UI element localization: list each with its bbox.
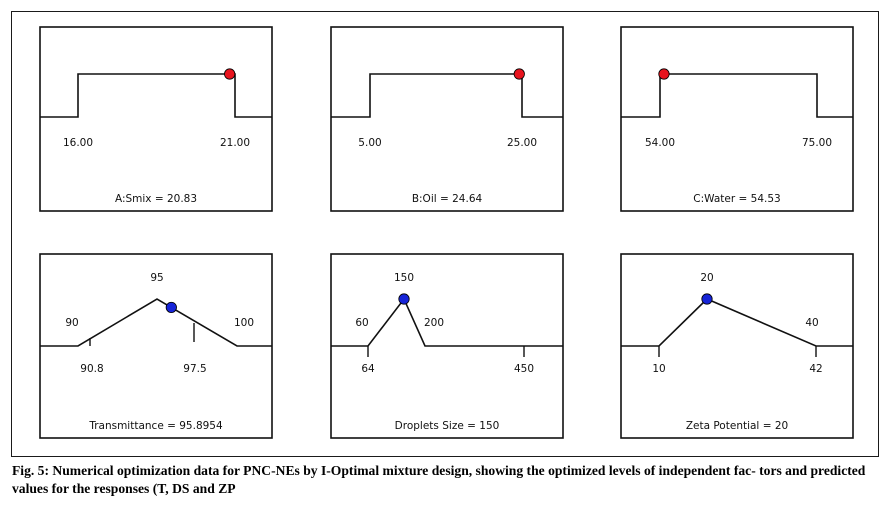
- lower-limit-label: 90: [65, 317, 78, 329]
- optimum-point: [513, 68, 525, 80]
- panel-frame: [330, 26, 564, 212]
- tick-label-low: 16.00: [63, 137, 93, 149]
- panel-2: 5.00 25.00 B:Oil = 24.64: [330, 26, 564, 212]
- factor-value-label: C:Water = 54.53: [693, 193, 780, 205]
- predicted-point: [165, 301, 177, 314]
- figure-caption: Fig. 5: Numerical optimization data for …: [12, 463, 866, 496]
- desirability-curve: [40, 73, 272, 118]
- axis-label-high: 97.5: [183, 363, 206, 375]
- optimum-point: [658, 68, 670, 80]
- tick-label-high: 75.00: [802, 137, 832, 149]
- upper-limit-label: 200: [424, 317, 444, 329]
- figure-frame: [11, 11, 879, 457]
- axis-label-low: 64: [361, 363, 375, 375]
- desirability-curve: [621, 73, 853, 118]
- response-value-label: Droplets Size = 150: [395, 420, 500, 432]
- predicted-point: [398, 293, 410, 305]
- upper-limit-label: 100: [234, 317, 254, 329]
- target-label: 95: [150, 272, 163, 284]
- target-label: 150: [394, 272, 414, 284]
- response-value-label: Transmittance = 95.8954: [88, 420, 223, 432]
- panel-4: 90 95 100 90.8 97.5 Transmittance = 95.8954: [39, 253, 273, 439]
- panel-5: 60 150 200 64 450 Droplets Size = 150: [330, 253, 564, 439]
- panel-frame: [620, 26, 854, 212]
- tick-label-low: 54.00: [645, 137, 675, 149]
- desirability-curve: [331, 73, 563, 118]
- axis-label-high: 450: [514, 363, 534, 375]
- optimum-point: [224, 68, 236, 80]
- factor-value-label: B:Oil = 24.64: [412, 193, 483, 205]
- target-label: 20: [700, 272, 713, 284]
- axis-label-low: 90.8: [80, 363, 103, 375]
- axis-label-low: 10: [652, 363, 665, 375]
- panel-6: 20 40 10 42 Zeta Potential = 20: [620, 253, 854, 439]
- response-value-label: Zeta Potential = 20: [686, 420, 788, 432]
- panel-3: 54.00 75.00 C:Water = 54.53: [620, 26, 854, 212]
- tick-label-high: 25.00: [507, 137, 537, 149]
- factor-value-label: A:Smix = 20.83: [115, 193, 197, 205]
- predicted-point: [701, 293, 713, 305]
- desirability-plots: 16.00 21.00 A:Smix = 20.83 5.00 25.00 B:Oil =…: [39, 26, 854, 439]
- axis-label-high: 42: [809, 363, 822, 375]
- lower-limit-label: 60: [355, 317, 368, 329]
- tick-label-low: 5.00: [358, 137, 381, 149]
- panel-frame: [39, 26, 273, 212]
- desirability-curve: [40, 298, 272, 347]
- tick-label-high: 21.00: [220, 137, 250, 149]
- upper-limit-label: 40: [805, 317, 818, 329]
- panel-1: 16.00 21.00 A:Smix = 20.83: [39, 26, 273, 212]
